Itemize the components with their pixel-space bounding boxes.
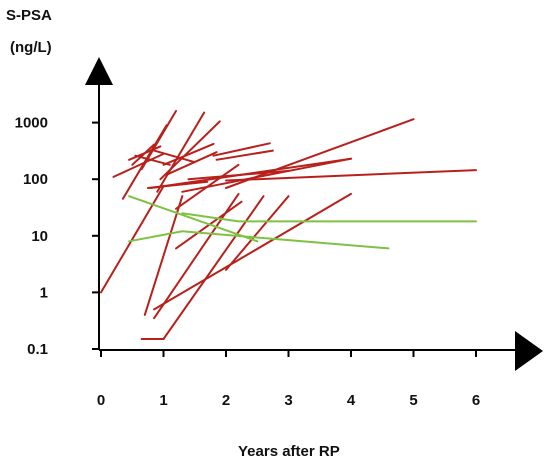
series-line-red-22 [187,169,290,181]
x-tick-label-0: 0 [97,392,105,409]
series-line-red-13 [159,120,221,181]
series-line-red-24 [215,149,274,161]
x-tick-label-3: 3 [284,392,292,409]
series-line-red-8 [143,195,184,316]
series-line-red-15 [165,151,218,176]
y-tick-label-1000: 1000 [15,115,48,132]
x-tick-label-4: 4 [347,392,356,409]
x-tick-label-2: 2 [222,392,230,409]
series-layer [100,110,477,340]
y-tick-label-1: 1 [40,284,48,301]
x-tick-label-6: 6 [472,392,480,409]
series-line-red-5 [131,143,156,166]
series-line-red-28 [225,195,290,271]
y-tick-label-100: 100 [23,171,48,188]
series-line-green-29 [128,195,259,243]
series-line-red-1 [100,185,165,294]
x-tick-label-5: 5 [409,392,417,409]
series-line-red-27 [181,157,352,193]
series-line-red-26 [225,169,477,182]
series-line-green-31 [181,212,477,223]
series-line-red-7 [140,110,177,171]
series-line-red-23 [212,142,271,157]
series-line-red-17 [162,195,265,340]
series-line-red-11 [153,149,196,164]
series-line-red-14 [162,142,215,166]
x-axis-title: Years after RP [238,443,340,460]
y-axis-arrow [85,57,113,85]
y-axis-unit: (ng/L) [10,39,52,56]
y-tick-label-10: 10 [31,228,48,245]
y-tick-label-0.1: 0.1 [27,341,48,358]
x-tick-label-1: 1 [159,392,167,409]
series-line-red-6 [134,154,171,166]
series-line-red-12 [156,111,206,193]
series-line-red-2 [112,152,165,178]
y-axis-title: S-PSA [6,7,52,24]
y-tick-layer: 0.1 1 10 100 1000 [15,115,99,358]
series-line-red-18 [153,192,352,311]
x-tick-layer: 0 1 2 3 4 5 6 [97,350,480,409]
series-line-green-30 [128,230,390,250]
x-axis-arrow [515,331,543,371]
